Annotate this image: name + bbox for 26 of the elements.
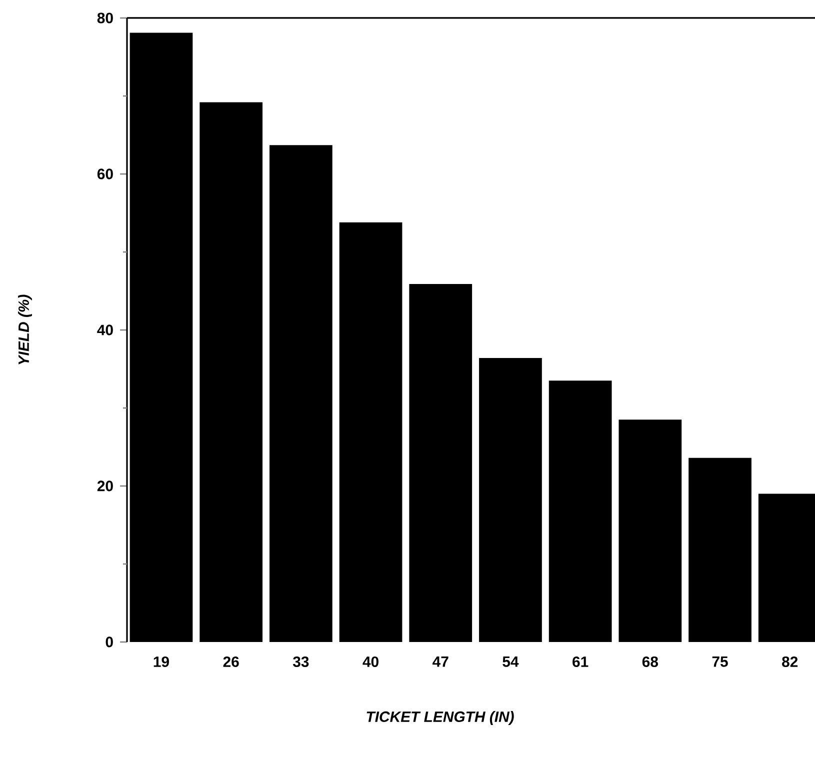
x-tick-label: 19 bbox=[154, 656, 169, 668]
x-tick-label: 47 bbox=[432, 656, 448, 667]
bar bbox=[479, 358, 542, 642]
y-tick-label: 60 bbox=[97, 168, 113, 180]
bar bbox=[130, 32, 193, 642]
x-tick-label: 68 bbox=[642, 656, 658, 668]
y-tick-label: 40 bbox=[97, 324, 113, 336]
bar bbox=[688, 458, 752, 642]
y-tick-label: 80 bbox=[97, 12, 113, 24]
x-tick-label: 75 bbox=[712, 656, 728, 667]
y-axis-title: YIELD (%) bbox=[18, 294, 32, 364]
bar bbox=[339, 222, 402, 642]
x-axis-title: TICKET LENGTH (IN) bbox=[366, 711, 514, 725]
x-tick-label: 33 bbox=[292, 656, 309, 668]
y-tick-label: 20 bbox=[97, 480, 113, 492]
bar bbox=[618, 420, 682, 642]
x-tick-label: 40 bbox=[362, 656, 378, 668]
bar bbox=[270, 145, 332, 642]
x-tick-label: 26 bbox=[223, 656, 239, 668]
y-tick-label: 0 bbox=[106, 636, 113, 648]
bar bbox=[548, 380, 612, 642]
x-tick-label: 61 bbox=[572, 656, 588, 668]
bar bbox=[409, 284, 472, 642]
bar bbox=[200, 102, 263, 642]
x-tick-label: 82 bbox=[782, 656, 798, 668]
x-tick-label: 54 bbox=[502, 656, 519, 667]
